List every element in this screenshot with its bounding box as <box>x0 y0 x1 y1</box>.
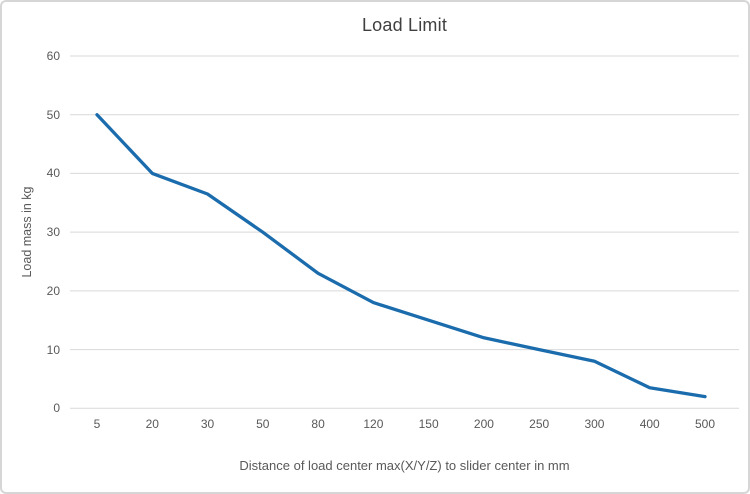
y-tick-label: 10 <box>46 342 60 357</box>
x-tick-label: 50 <box>256 417 270 431</box>
x-tick-label: 500 <box>694 417 716 431</box>
y-tick-label: 40 <box>46 166 60 181</box>
x-tick-label: 20 <box>145 417 159 431</box>
x-axis-title: Distance of load center max(X/Y/Z) to sl… <box>239 458 570 473</box>
x-tick-label: 200 <box>473 417 494 431</box>
x-tick-label: 150 <box>418 417 439 431</box>
x-tick-label: 80 <box>311 417 325 431</box>
y-tick-label: 0 <box>53 401 60 416</box>
y-tick-label: 20 <box>46 283 60 298</box>
chart-title: Load Limit <box>361 15 448 35</box>
y-tick-label: 30 <box>46 225 60 240</box>
x-tick-label: 300 <box>584 417 605 431</box>
x-tick-label: 120 <box>363 417 384 431</box>
y-tick-label: 50 <box>46 107 60 122</box>
y-tick-label: 60 <box>46 49 60 63</box>
load-limit-series-line <box>95 113 707 399</box>
x-tick-label: 400 <box>639 417 660 431</box>
x-tick-label: 250 <box>529 417 550 431</box>
x-tick-label: 5 <box>93 417 101 431</box>
x-tick-label: 30 <box>200 417 215 431</box>
